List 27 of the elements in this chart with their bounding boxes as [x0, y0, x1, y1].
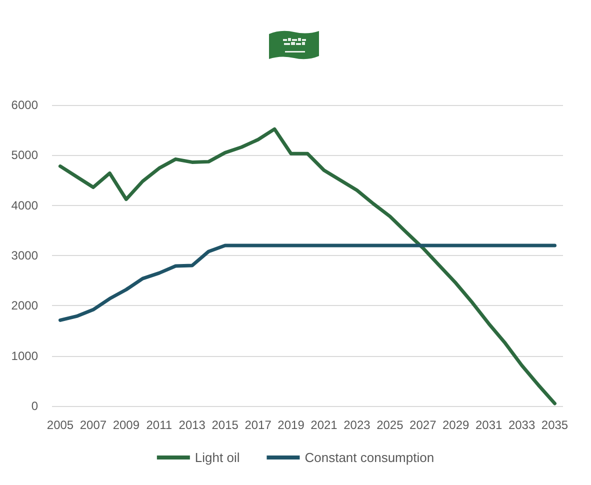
x-tick-label: 2007: [80, 418, 107, 432]
x-tick-label: 2017: [244, 418, 272, 432]
x-tick-label: 2023: [344, 418, 371, 432]
x-tick-label: 2027: [410, 418, 437, 432]
x-tick-label: 2031: [475, 418, 502, 432]
x-tick-label: 2029: [442, 418, 470, 432]
x-tick-label: 2011: [146, 418, 172, 432]
x-tick-label: 2005: [46, 418, 74, 432]
legend-label: Constant consumption: [304, 450, 434, 465]
legend-label: Light oil: [194, 450, 240, 465]
x-tick-label: 2035: [541, 418, 568, 432]
x-tick-label: 2025: [376, 418, 404, 432]
x-tick-label: 2021: [310, 418, 338, 432]
y-tick-label: 2000: [11, 298, 38, 313]
y-tick-label: 0: [31, 399, 38, 413]
y-tick-label: 1000: [11, 348, 38, 363]
y-tick-label: 3000: [11, 248, 38, 262]
line-series: [58, 127, 557, 406]
x-tick-label: 2019: [278, 418, 305, 432]
x-tick-label: 2015: [212, 418, 239, 432]
y-tick-label: 6000: [11, 98, 38, 112]
line-series: [58, 244, 557, 322]
y-tick-label: 4000: [11, 198, 38, 212]
x-tick-label: 2009: [112, 418, 140, 432]
x-tick-label: 2033: [508, 418, 536, 432]
x-tick-label: 2013: [178, 418, 206, 432]
y-tick-label: 5000: [11, 148, 38, 162]
